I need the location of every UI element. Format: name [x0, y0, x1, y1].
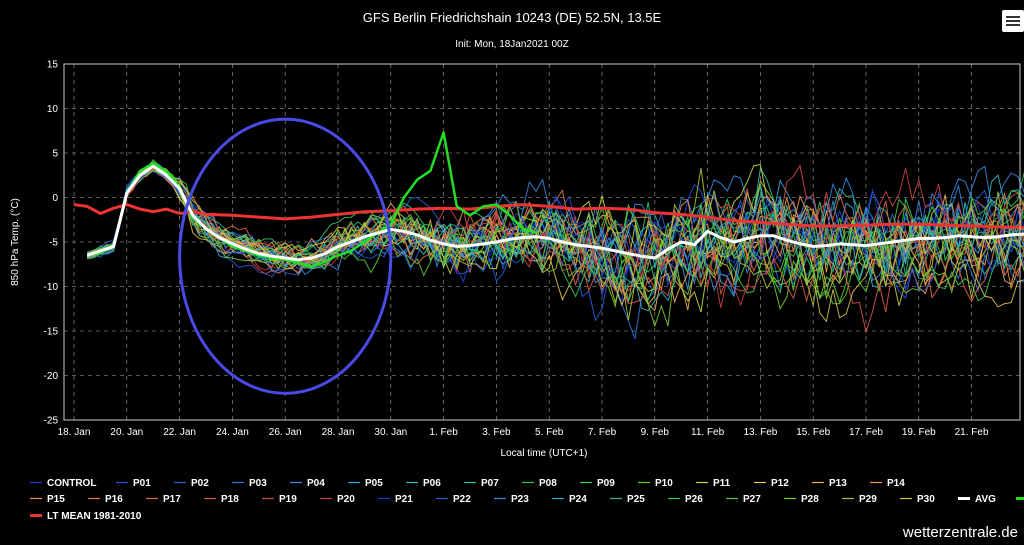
- member-line: [87, 169, 1024, 328]
- legend-label: P05: [365, 478, 383, 489]
- legend-label: LT MEAN 1981-2010: [47, 511, 142, 522]
- member-line: [87, 162, 1024, 323]
- legend-label: P11: [713, 478, 731, 489]
- legend-label: AVG: [975, 494, 996, 505]
- legend-label: P21: [395, 494, 413, 505]
- legend-label: P06: [423, 478, 441, 489]
- legend-label: P13: [829, 478, 847, 489]
- x-tick-label: 17. Feb: [849, 427, 883, 438]
- y-tick-label: 15: [47, 60, 59, 71]
- x-tick-label: 1. Feb: [429, 427, 458, 438]
- legend-label: P20: [337, 494, 355, 505]
- annotation-layer: [178, 117, 393, 395]
- chart-legend: CONTROL P01 P02 P03 P04 P05 P06 P07 P08 P09 P10 P11…: [30, 478, 1024, 522]
- y-tick-label: 10: [47, 104, 59, 115]
- member-line: [87, 165, 1024, 309]
- legend-label: P14: [887, 478, 905, 489]
- plot-area-frame: [63, 63, 1021, 421]
- legend-label: P26: [685, 494, 703, 505]
- chart-subtitle: Init: Mon, 18Jan2021 00Z: [455, 39, 568, 50]
- avg-line: [86, 164, 1024, 262]
- legend-label: P18: [221, 494, 239, 505]
- y-tick-label: -25: [44, 416, 59, 427]
- y-tick-label: -10: [44, 282, 59, 293]
- y-tick-label: -15: [44, 327, 59, 338]
- x-tick-label: 15. Feb: [796, 427, 830, 438]
- y-axis-ticks: 15 10 5 0 -5 -10 -15 -20 -25: [44, 60, 59, 427]
- x-tick-label: 5. Feb: [535, 427, 564, 438]
- hamburger-menu-icon[interactable]: [1002, 10, 1024, 32]
- legend-label: P02: [191, 478, 209, 489]
- legend-label: P23: [511, 494, 529, 505]
- x-axis-ticks: 18. Jan 20. Jan 22. Jan 24. Jan 26. Jan 28. J…: [58, 427, 989, 438]
- legend-label: P01: [133, 478, 151, 489]
- legend-label: P24: [569, 494, 587, 505]
- x-tick-label: 11. Feb: [691, 427, 725, 438]
- legend-label: P30: [917, 494, 935, 505]
- x-tick-label: 20. Jan: [110, 427, 143, 438]
- member-line: [87, 164, 1024, 287]
- y-tick-label: -20: [44, 371, 59, 382]
- x-tick-label: 7. Feb: [588, 427, 617, 438]
- legend-label: P17: [163, 494, 181, 505]
- x-tick-label: 28. Jan: [322, 427, 355, 438]
- legend-label: P28: [801, 494, 819, 505]
- x-axis-label: Local time (UTC+1): [501, 448, 588, 459]
- legend-label: P29: [859, 494, 877, 505]
- x-tick-label: 13. Feb: [743, 427, 777, 438]
- x-tick-label: 19. Feb: [902, 427, 936, 438]
- member-line: [86, 161, 1024, 320]
- legend-label: P03: [249, 478, 267, 489]
- legend-label: P12: [771, 478, 789, 489]
- x-tick-label: 21. Feb: [955, 427, 989, 438]
- y-axis-label: 850 hPa Temp. (°C): [10, 198, 21, 286]
- chart-grid: [64, 63, 1020, 421]
- y-tick-label: 5: [52, 149, 58, 160]
- x-tick-label: 3. Feb: [482, 427, 511, 438]
- legend-label: CONTROL: [47, 478, 96, 489]
- y-tick-label: 0: [52, 193, 58, 204]
- x-tick-label: 9. Feb: [641, 427, 670, 438]
- lt-mean-line: [73, 203, 1024, 230]
- legend-label: P08: [539, 478, 557, 489]
- legend-label: P27: [743, 494, 761, 505]
- oper-line: [86, 131, 537, 269]
- legend-label: P07: [481, 478, 499, 489]
- legend-label: P19: [279, 494, 297, 505]
- ensemble-member-series: [86, 159, 1024, 340]
- site-watermark: wetterzentrale.de: [902, 524, 1018, 541]
- x-tick-label: 24. Jan: [216, 427, 249, 438]
- legend-label: P04: [307, 478, 325, 489]
- chart-title: GFS Berlin Friedrichshain 10243 (DE) 52.…: [363, 10, 662, 25]
- highlight-ellipse: [178, 117, 393, 395]
- y-tick-label: -5: [49, 238, 58, 249]
- legend-label: P25: [627, 494, 645, 505]
- x-tick-label: 30. Jan: [374, 427, 407, 438]
- x-tick-label: 26. Jan: [269, 427, 302, 438]
- legend-label: P10: [655, 478, 673, 489]
- legend-label: P16: [105, 494, 123, 505]
- legend-label: P15: [47, 494, 65, 505]
- legend-label: P09: [597, 478, 615, 489]
- legend-label: P22: [453, 494, 471, 505]
- x-tick-label: 22. Jan: [163, 427, 196, 438]
- x-tick-label: 18. Jan: [58, 427, 91, 438]
- main-series: [73, 131, 1024, 269]
